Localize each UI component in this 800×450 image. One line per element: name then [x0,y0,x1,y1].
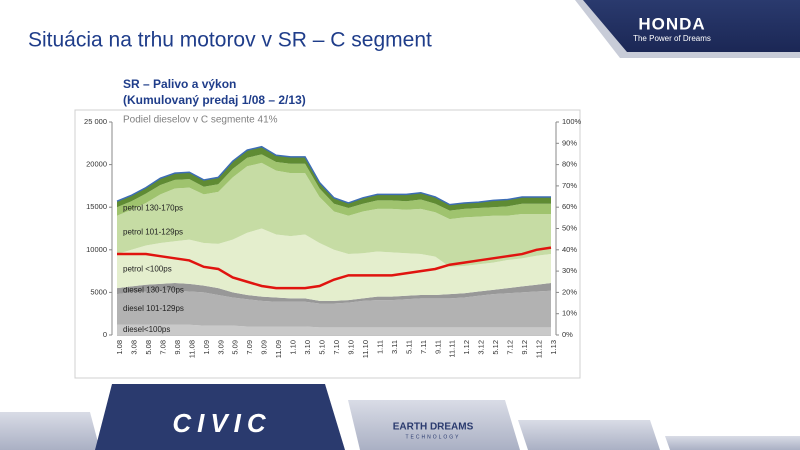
series-label: petrol 130-170ps [123,204,183,213]
y-tick-label: 15000 [86,202,107,211]
x-tick-label: 9.09 [260,340,269,355]
x-tick-label: 5.11 [404,340,413,354]
area [117,162,551,267]
tagline: The Power of Dreams [633,34,711,43]
x-tick-label: 9.10 [346,340,355,355]
x-tick-label: 1.13 [549,340,558,355]
y2-tick-label: 100% [562,117,582,126]
area [117,283,551,304]
series-label: diesel 101-129ps [123,304,184,313]
x-tick-label: 3.09 [216,340,225,355]
x-tick-label: 7.12 [506,340,515,355]
y2-tick-label: 90% [562,138,577,147]
x-tick-label: 9.08 [173,340,182,355]
x-tick-label: 1.10 [289,340,298,355]
logo-tab [583,0,800,52]
footer-earth-dreams: EARTH DREAMS [393,422,474,433]
y2-tick-label: 0% [562,330,573,339]
x-tick-label: 1.12 [462,340,471,355]
y-tick-label: 10000 [86,245,107,254]
chart-title: SR – Palivo a výkon [123,77,236,91]
annotation: Podiel dieselov v C segmente 41% [123,115,278,126]
series-label: petrol <100ps [123,265,172,274]
x-tick-label: 3.10 [303,340,312,355]
x-tick-label: 3.12 [477,340,486,355]
x-tick-label: 5.09 [231,340,240,355]
series-label: diesel 130-170ps [123,285,184,294]
x-tick-label: 11.09 [274,340,283,358]
y2-tick-label: 30% [562,266,577,275]
x-tick-label: 7.11 [419,340,428,354]
x-tick-label: 5.10 [318,340,327,355]
y2-tick-label: 10% [562,309,577,318]
y2-tick-label: 60% [562,202,577,211]
footer-tile [665,436,800,450]
series-label: diesel<100ps [123,325,170,334]
y-tick-label: 25 000 [84,117,107,126]
slide-title: Situácia na trhu motorov v SR – C segmen… [28,29,432,52]
x-tick-label: 11.11 [448,340,457,358]
area [117,228,551,301]
x-tick-label: 1.11 [375,340,384,354]
x-tick-label: 9.11 [433,340,442,354]
area [117,290,551,328]
y2-tick-label: 70% [562,181,577,190]
y-tick-label: 0 [103,330,107,339]
x-tick-label: 7.09 [245,340,254,355]
footer-technology: TECHNOLOGY [405,434,460,440]
x-tick-label: 1.09 [202,340,211,355]
x-tick-label: 5.12 [491,340,500,355]
chart-subtitle: (Kumulovaný predaj 1/08 – 2/13) [123,93,306,107]
x-tick-label: 11.08 [187,340,196,358]
y-tick-label: 5000 [90,287,107,296]
x-tick-label: 7.10 [332,340,341,355]
x-tick-label: 11.10 [361,340,370,358]
area-edge [116,145,551,206]
y2-tick-label: 50% [562,223,577,232]
footer-tile [0,412,100,450]
y2-tick-label: 40% [562,245,577,254]
x-tick-label: 11.12 [535,340,544,358]
footer-civic: CIVIC [172,408,271,438]
x-tick-label: 9.12 [520,340,529,355]
x-tick-label: 7.08 [158,340,167,355]
logo: HONDA [638,14,705,33]
y2-tick-label: 20% [562,287,577,296]
x-tick-label: 1.08 [115,340,124,355]
y2-tick-label: 80% [562,160,577,169]
footer-civic-tile [95,384,345,450]
footer-tile [518,420,660,450]
series-label: petrol 101-129ps [123,227,183,236]
x-tick-label: 3.11 [390,340,399,354]
area [117,154,551,220]
footer-tile [348,400,520,450]
x-tick-label: 3.08 [129,340,138,355]
line [117,246,552,290]
y-tick-label: 20000 [86,160,107,169]
x-tick-label: 5.08 [144,340,153,355]
